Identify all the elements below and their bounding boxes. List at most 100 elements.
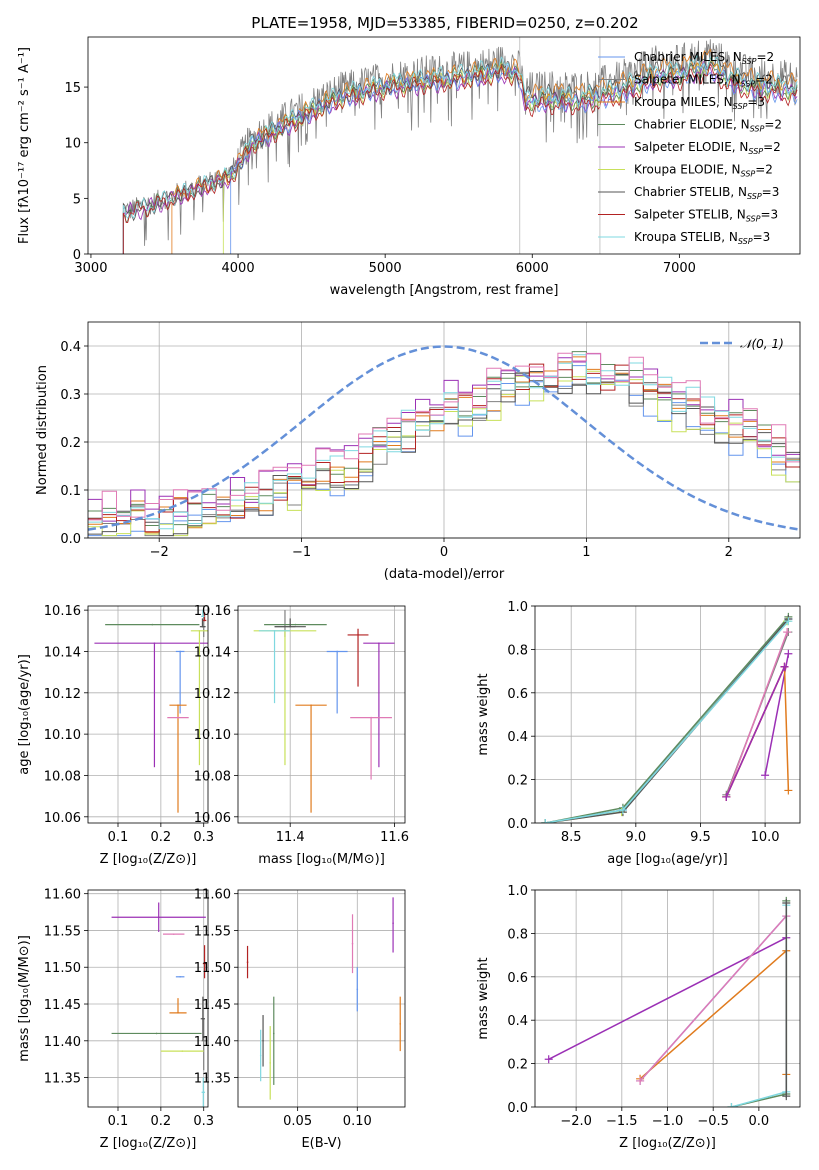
legend-label-tail: =2 xyxy=(763,140,781,154)
x-tick-label: 9.0 xyxy=(625,830,646,845)
y-tick-label: 11.40 xyxy=(194,1035,231,1050)
legend-label: Kroupa ELODIE, NSSP=2 xyxy=(634,163,773,179)
data-point xyxy=(272,1032,275,1035)
data-point xyxy=(177,716,179,719)
legend-label: 𝒩(0, 1) xyxy=(740,337,784,351)
y-tick-label: 10.14 xyxy=(194,645,231,660)
x-axis-label: Z [log₁₀(Z/Z⊙)] xyxy=(100,852,197,867)
plot-area xyxy=(88,345,800,537)
x-tick-label: 2 xyxy=(725,545,733,560)
y-axis-label: Flux [fλ10⁻¹⁷ erg cm⁻² s⁻¹ A⁻¹] xyxy=(17,47,32,244)
data-point xyxy=(269,1062,272,1064)
y-tick-label: 11.50 xyxy=(44,961,81,976)
panel-age-vs-mass: 11.4 11.6 10.06 10.08 10.10 10.12 10.14 10.16 ma… xyxy=(194,604,409,867)
grid-lines xyxy=(535,605,800,824)
panel-massweight-vs-age: 8.5 9.0 9.5 10.0 0.0 0.2 0.4 0.6 0.8 1.0 age [log₁… xyxy=(476,600,801,867)
histogram-step xyxy=(88,365,800,537)
legend-label-main: Kroupa STELIB, N xyxy=(634,230,738,244)
model-spectrum-kroupa-elodie xyxy=(222,60,798,254)
x-axis-label: Z [log₁₀(Z/Z⊙)] xyxy=(100,1136,197,1151)
model-spectrum-salpeter-stelib xyxy=(122,63,798,254)
x-tick-label: 9.5 xyxy=(690,830,711,845)
weight-marker xyxy=(727,1103,736,1107)
data-point xyxy=(202,615,204,618)
x-tick-label: 0 xyxy=(440,545,448,560)
y-tick-label: 11.35 xyxy=(194,1072,231,1087)
legend-label-tail: =2 xyxy=(764,118,782,132)
plot-area xyxy=(122,37,798,254)
x-tick-label: −2.0 xyxy=(560,1114,592,1129)
x-tick-label: 0.10 xyxy=(343,1114,372,1129)
data-point xyxy=(179,976,181,978)
x-tick-label: −2 xyxy=(150,545,169,560)
y-tick-label: 0.4 xyxy=(507,730,528,745)
data-point xyxy=(151,623,154,626)
data-point xyxy=(179,650,181,653)
model-spectrum-kroupa-stelib xyxy=(122,54,798,254)
legend-label-tail: =3 xyxy=(760,208,778,222)
legend-label: Kroupa STELIB, NSSP=3 xyxy=(634,230,770,246)
x-tick-label: 6000 xyxy=(516,261,549,276)
y-tick-label: 15 xyxy=(64,81,81,96)
legend-label-tail: =3 xyxy=(747,95,765,109)
data-point xyxy=(202,1091,205,1094)
weight-marker xyxy=(784,617,793,626)
data-point xyxy=(201,625,204,628)
y-tick-label: 10.10 xyxy=(194,728,231,743)
y-tick-label: 0.2 xyxy=(507,1058,528,1073)
x-tick-label: 0.1 xyxy=(108,830,129,845)
y-tick-label: 0.0 xyxy=(60,532,81,547)
axes-frame xyxy=(87,36,801,255)
weight-marker xyxy=(784,786,793,795)
plot-area xyxy=(544,896,791,1107)
y-tick-label: 0.6 xyxy=(507,687,528,702)
legend-label-sub: SSP xyxy=(750,125,765,134)
y-tick-label: 11.55 xyxy=(44,924,81,939)
weight-marker xyxy=(761,771,770,780)
legend-label: Chabrier STELIB, NSSP=3 xyxy=(634,185,779,201)
data-point xyxy=(203,962,206,965)
legend-label-main: Chabrier ELODIE, N xyxy=(634,118,750,132)
x-tick-label: 8.5 xyxy=(561,830,582,845)
x-tick-label: 0.3 xyxy=(193,1114,214,1129)
y-tick-label: 1.0 xyxy=(507,600,528,615)
legend-label-tail: =2 xyxy=(755,73,773,87)
legend-label-main: Kroupa ELODIE, N xyxy=(634,163,741,177)
y-tick-label: 0.0 xyxy=(507,1101,528,1116)
weight-line xyxy=(545,620,789,823)
legend-label-sub: SSP xyxy=(748,147,763,156)
data-point xyxy=(262,1039,264,1042)
y-tick-label: 10 xyxy=(64,137,81,152)
weight-marker xyxy=(780,662,789,671)
y-tick-label: 10.12 xyxy=(44,687,81,702)
panel-residuals: −2 −1 0 1 2 0.0 0.1 0.2 0.3 0.4 (data-model)/error… xyxy=(35,321,801,582)
figure-title: PLATE=1958, MJD=53385, FIBERID=0250, z=0… xyxy=(251,14,638,32)
y-tick-label: 10.12 xyxy=(194,687,231,702)
legend-label-sub: SSP xyxy=(741,80,756,89)
x-tick-label: 11.6 xyxy=(380,830,409,845)
weight-marker xyxy=(782,1092,791,1101)
weight-marker xyxy=(618,805,627,814)
legend-label: Salpeter STELIB, NSSP=3 xyxy=(634,208,778,224)
y-axis-label: mass weight xyxy=(476,957,491,1039)
y-tick-label: 10.06 xyxy=(194,811,231,826)
x-tick-label: −1.0 xyxy=(652,1114,684,1129)
y-tick-label: 11.55 xyxy=(194,924,231,939)
legend-label-sub: SSP xyxy=(738,237,753,246)
grid-lines xyxy=(88,606,208,823)
weight-line xyxy=(545,620,788,823)
data-point xyxy=(273,630,276,632)
weight-marker xyxy=(783,628,792,637)
data-point xyxy=(153,642,156,644)
legend-label-sub: SSP xyxy=(742,57,757,66)
x-tick-label: 0.0 xyxy=(749,1114,770,1129)
data-point xyxy=(202,1017,204,1020)
weight-line xyxy=(725,666,786,798)
x-tick-label: 0.2 xyxy=(151,1114,172,1129)
y-tick-label: 11.60 xyxy=(44,888,81,903)
legend-label-sub: SSP xyxy=(741,170,756,179)
legend-label-main: Salpeter MILES, N xyxy=(634,73,741,87)
legend-label: Kroupa MILES, NSSP=3 xyxy=(634,95,765,111)
x-axis-label: mass [log₁₀(M/M⊙)] xyxy=(258,852,385,867)
